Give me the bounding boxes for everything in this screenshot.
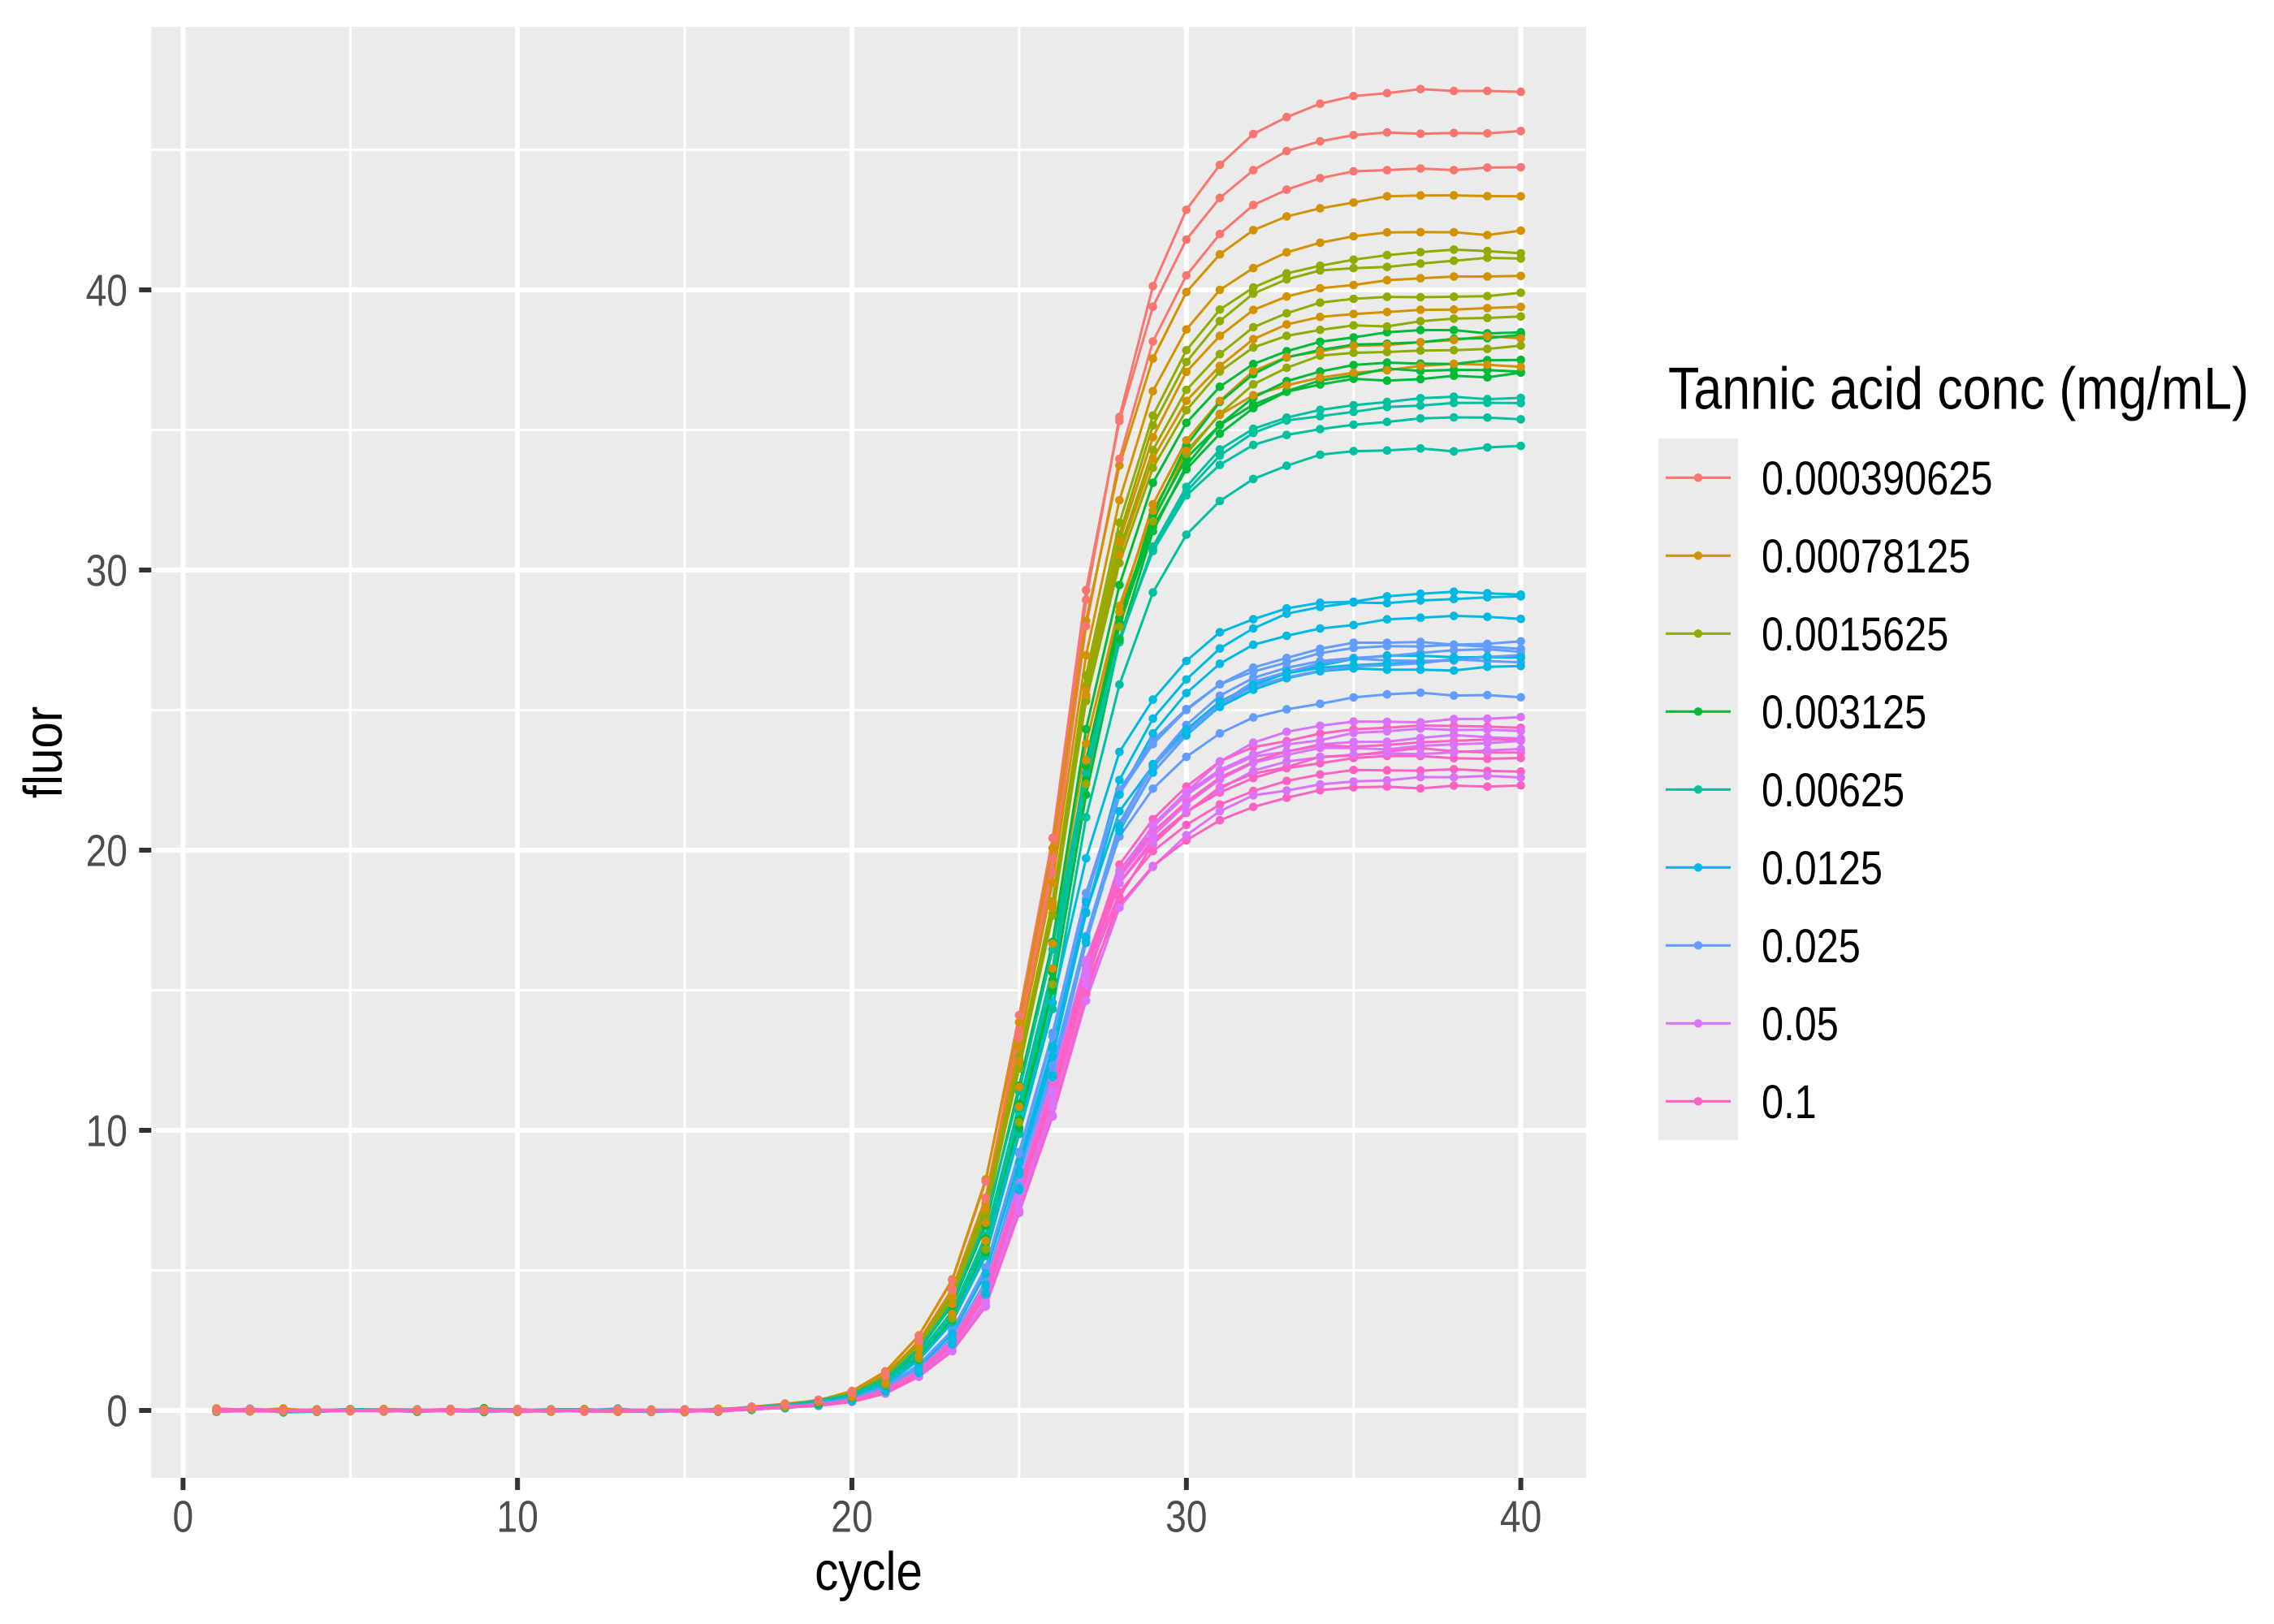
svg-text:0.000390625: 0.000390625: [1762, 452, 1993, 505]
svg-text:0: 0: [106, 1385, 128, 1436]
svg-text:0.1: 0.1: [1762, 1076, 1817, 1129]
svg-text:0.003125: 0.003125: [1762, 686, 1926, 739]
svg-text:30: 30: [1165, 1492, 1207, 1542]
svg-text:0: 0: [173, 1492, 194, 1542]
svg-text:0.025: 0.025: [1762, 920, 1861, 973]
svg-text:0.0125: 0.0125: [1762, 842, 1883, 895]
svg-text:20: 20: [831, 1492, 872, 1542]
svg-text:10: 10: [86, 1105, 128, 1155]
svg-text:10: 10: [497, 1492, 538, 1542]
svg-text:Tannic acid conc (mg/mL): Tannic acid conc (mg/mL): [1668, 356, 2249, 422]
svg-text:0.00625: 0.00625: [1762, 764, 1904, 817]
svg-text:0.05: 0.05: [1762, 998, 1839, 1051]
svg-text:40: 40: [86, 265, 128, 315]
svg-text:cycle: cycle: [815, 1541, 923, 1602]
svg-text:30: 30: [86, 545, 128, 595]
svg-text:0.00078125: 0.00078125: [1762, 530, 1970, 583]
svg-text:fluor: fluor: [13, 706, 74, 798]
svg-text:0.0015625: 0.0015625: [1762, 608, 1948, 661]
svg-text:40: 40: [1500, 1492, 1541, 1542]
svg-text:20: 20: [86, 825, 128, 875]
